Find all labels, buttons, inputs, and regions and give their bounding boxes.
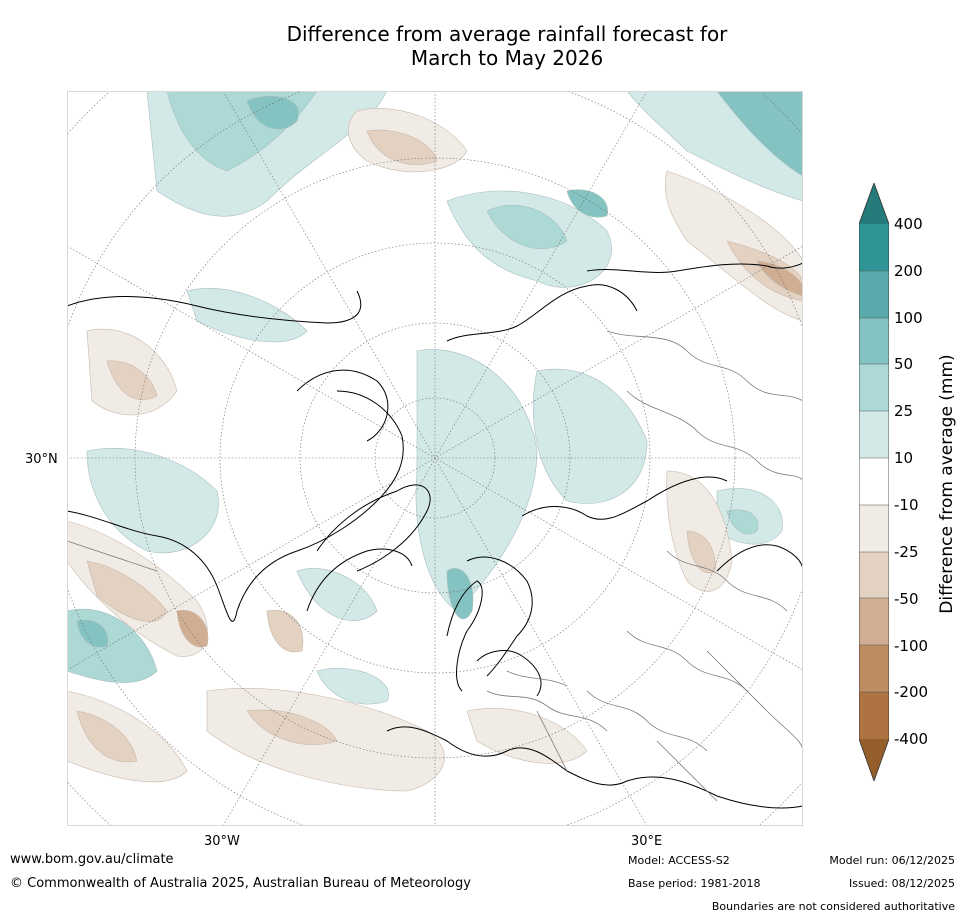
colorbar-tick-label: 10 (894, 449, 914, 467)
longitude-label-west: 30°W (204, 834, 240, 849)
colorbar-band-neg400 (859, 692, 889, 739)
wet-anomaly-areas (67, 91, 803, 705)
colorbar-band-neg100 (859, 598, 889, 645)
colorbar-tick-label: -400 (894, 730, 929, 748)
title-line-1: Difference from average rainfall forecas… (286, 22, 728, 46)
colorbar-over-triangle (859, 183, 889, 224)
colorbar-band-neg50 (859, 552, 889, 598)
colorbar-tick-label: 25 (894, 402, 914, 420)
coastlines (67, 262, 803, 809)
rainfall-map (67, 91, 803, 826)
colorbar-tick-label: 50 (894, 355, 914, 373)
colorbar-dividers (859, 270, 889, 693)
colorbar-band-neg25 (859, 505, 889, 552)
colorbar-tick-label: -10 (894, 496, 919, 514)
colorbar-tick-label: 100 (894, 309, 923, 327)
colorbar-tick-label: -200 (894, 683, 929, 701)
map-title: Difference from average rainfall forecas… (0, 22, 965, 70)
colorbar-title: Difference from average (mm) (937, 354, 957, 614)
graticule (67, 91, 803, 826)
base-period: Base period: 1981-2018 (628, 877, 761, 890)
title-line-2: March to May 2026 (410, 46, 604, 70)
colorbar-band-25 (859, 411, 889, 458)
colorbar (859, 183, 889, 781)
model-run-date: Model run: 06/12/2025 (829, 854, 955, 867)
colorbar-tick-label: 200 (894, 262, 923, 280)
website-link[interactable]: www.bom.gov.au/climate (10, 852, 174, 867)
colorbar-band-100 (859, 318, 889, 364)
colorbar-band-200 (859, 271, 889, 318)
colorbar-tick-label: 400 (894, 215, 923, 233)
boundaries-disclaimer: Boundaries are not considered authoritat… (711, 900, 955, 913)
map-frame (67, 91, 803, 826)
latitude-label: 30°N (25, 452, 58, 467)
issued-date: Issued: 08/12/2025 (848, 877, 955, 890)
longitude-label-east: 30°E (631, 834, 663, 849)
dry-anomaly-areas (67, 108, 803, 792)
colorbar-tick-label: -100 (894, 637, 929, 655)
map-canvas (67, 91, 803, 826)
model-name: Model: ACCESS-S2 (628, 854, 730, 867)
colorbar-tick-label: -50 (894, 590, 919, 608)
colorbar-under-triangle (859, 739, 889, 781)
colorbar-band-neg200 (859, 645, 889, 692)
colorbar-tick-label: -25 (894, 543, 919, 561)
country-borders (67, 330, 803, 802)
colorbar-band-neutral (859, 458, 889, 505)
copyright-text: © Commonwealth of Australia 2025, Austra… (10, 876, 471, 891)
colorbar-band-400 (859, 224, 889, 271)
colorbar-band-50 (859, 364, 889, 411)
